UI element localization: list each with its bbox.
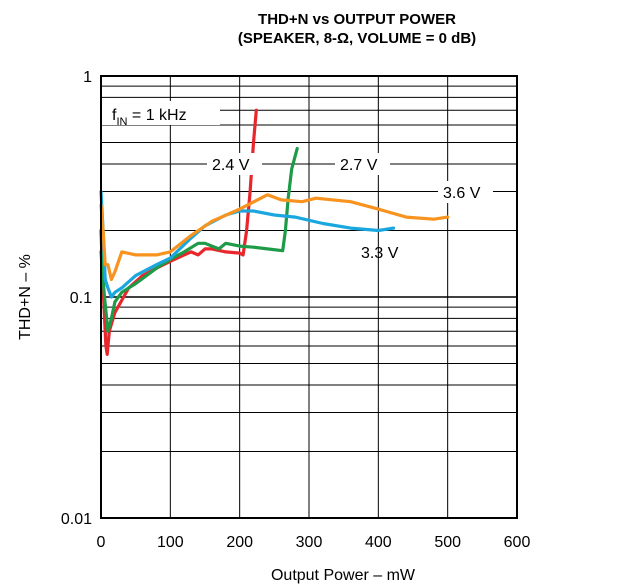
y-axis-label: THD+N – %	[17, 254, 34, 340]
series-label: 3.6 V	[443, 185, 481, 202]
series-line	[99, 190, 396, 299]
x-tick-label: 600	[504, 534, 531, 551]
annotation-f: f	[112, 107, 117, 124]
x-tick-label: 0	[97, 534, 106, 551]
freq-annotation: fIN = 1 kHz	[102, 101, 220, 128]
series-line	[99, 146, 299, 333]
x-tick-label: 200	[226, 534, 253, 551]
x-tick-label: 300	[296, 534, 323, 551]
series-label: 3.3 V	[361, 245, 399, 262]
annotation-sub: IN	[116, 116, 127, 128]
chart-subtitle: (SPEAKER, 8-Ω, VOLUME = 0 dB)	[238, 30, 476, 47]
y-tick-label: 0.1	[70, 290, 92, 307]
svg-text:fIN = 1 kHz: fIN = 1 kHz	[112, 107, 187, 128]
series-label: 2.4 V	[212, 157, 250, 174]
chart-title: THD+N vs OUTPUT POWER	[258, 11, 456, 28]
annotation-rest: = 1 kHz	[127, 107, 186, 124]
x-tick-label: 500	[434, 534, 461, 551]
series-label-background	[438, 181, 493, 203]
y-tick-labels: 0.01 0.1 1	[61, 69, 92, 528]
plot-frame	[100, 75, 518, 519]
x-tick-labels: 0 100 200 300 400 500 600	[97, 534, 531, 551]
y-tick-label: 1	[83, 69, 92, 86]
x-tick-label: 100	[157, 534, 184, 551]
x-tick-label: 400	[365, 534, 392, 551]
y-tick-label: 0.01	[61, 511, 92, 528]
series-line	[99, 193, 450, 282]
series-labels: 2.4 V 2.7 V 3.3 V 3.6 V	[207, 153, 493, 262]
series-label-background	[335, 153, 390, 175]
series-line	[99, 108, 258, 356]
series-label-background	[207, 153, 262, 175]
grid-lines	[101, 76, 517, 518]
x-axis-label: Output Power – mW	[271, 567, 416, 584]
series-label: 2.7 V	[340, 157, 378, 174]
series-lines	[99, 108, 450, 356]
